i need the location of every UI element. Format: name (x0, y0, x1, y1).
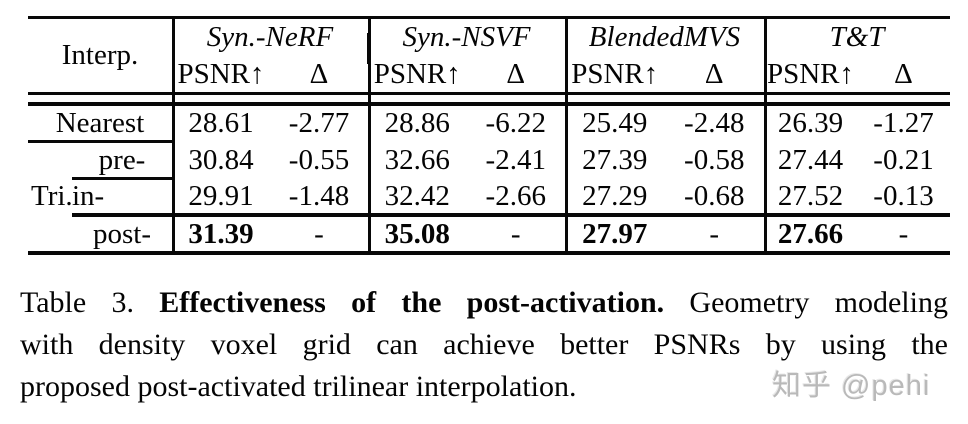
metric-psnr-label: PSNR↑ (571, 57, 659, 90)
header-row-metrics: PSNR↑ Δ PSNR↑ Δ PSNR↑ Δ PSNR↑ Δ (28, 56, 950, 92)
zhihu-watermark: 知乎 @pehi (772, 370, 931, 402)
header-double-rule-1 (28, 92, 950, 95)
caption-prefix: Table 3. (20, 286, 160, 319)
psnr-value: 28.86 (384, 106, 450, 139)
table-vrule-1 (172, 16, 175, 255)
psnr-value: 28.61 (188, 106, 254, 139)
caption-text: Geometry modeling (664, 286, 948, 319)
table-row-post: post- 31.39 - 35.08 - 27.97 - 27.66 - (28, 217, 950, 251)
metric-psnr-label: PSNR↑ (373, 57, 461, 90)
header-double-rule-2 (28, 102, 950, 106)
caption-line-3: proposed post-activated trilinear interp… (20, 370, 577, 403)
delta-value: -0.68 (684, 180, 745, 212)
delta-value: - (898, 217, 909, 250)
table-caption: Table 3. Effectiveness of the post-activ… (20, 282, 948, 408)
delta-value: -2.41 (485, 143, 546, 176)
delta-value: -1.27 (873, 106, 934, 139)
cline-under-pre (72, 177, 175, 180)
col-header-blendedmvs: BlendedMVS (588, 21, 741, 53)
header-row-datasets: Syn.-NeRF Syn.-NSVF BlendedMVS T&T (28, 19, 950, 56)
table-row-in: Tri. in- 29.91 -1.48 32.42 -2.66 27.29 -0… (28, 180, 950, 213)
psnr-value: 27.29 (582, 180, 648, 212)
table-vrule-3 (565, 16, 568, 255)
cline-above-post (72, 213, 950, 217)
caption-line-1: Table 3. Effectiveness of the post-activ… (20, 282, 948, 324)
cline-under-nearest (28, 140, 175, 143)
metric-delta-label: Δ (704, 57, 724, 90)
delta-value: -0.58 (684, 143, 745, 176)
delta-value: - (510, 217, 521, 250)
col-header-interp: Interp. (61, 39, 139, 71)
delta-value: -6.22 (485, 106, 546, 139)
psnr-value: 27.39 (582, 143, 648, 176)
psnr-value: 30.84 (188, 143, 254, 176)
row-group-tri: Tri. (31, 180, 73, 212)
table-vrule-4 (764, 16, 767, 255)
table-top-rule (28, 16, 950, 19)
table-row-nearest: Nearest 28.61 -2.77 28.86 -6.22 25.49 -2… (28, 106, 950, 140)
results-table: Interp. Syn.-NeRF Syn.-NSVF BlendedMVS T… (28, 16, 950, 255)
row-label-post: post- (93, 217, 151, 250)
col-header-syn-nerf: Syn.-NeRF (206, 21, 334, 53)
delta-value: - (709, 217, 720, 250)
table-row-pre: pre- 30.84 -0.55 32.66 -2.41 27.39 -0.58… (28, 143, 950, 177)
table-bottom-rule (28, 251, 950, 255)
metric-delta-label: Δ (894, 57, 913, 90)
delta-value: -1.48 (288, 180, 350, 212)
metric-delta-label: Δ (506, 57, 526, 90)
psnr-value: 27.44 (777, 143, 844, 176)
header-spacer (28, 19, 172, 56)
delta-value: -0.55 (288, 143, 350, 176)
psnr-value-best: 35.08 (384, 217, 450, 250)
caption-line-2: with density voxel grid can achieve bett… (20, 328, 948, 361)
metric-psnr-label: PSNR↑ (766, 57, 855, 90)
text-cursor-artifact (367, 33, 370, 64)
delta-value: - (314, 217, 324, 250)
delta-value: -0.21 (873, 143, 934, 176)
psnr-value: 25.49 (582, 106, 648, 139)
delta-value: -2.66 (485, 180, 546, 212)
psnr-value-best: 31.39 (188, 217, 254, 250)
delta-value: -0.13 (873, 180, 934, 212)
psnr-value-best: 27.97 (582, 217, 648, 250)
header-spacer (28, 56, 172, 92)
psnr-value-best: 27.66 (777, 217, 844, 250)
row-label-in: in- (72, 180, 105, 212)
delta-value: -2.48 (684, 106, 745, 139)
col-header-tnt: T&T (829, 21, 885, 53)
col-header-syn-nsvf: Syn.-NSVF (402, 21, 531, 53)
table-vrule-2 (368, 16, 371, 255)
row-label-nearest: Nearest (55, 106, 145, 139)
metric-delta-label: Δ (309, 57, 329, 90)
psnr-value: 27.52 (777, 180, 844, 212)
psnr-value: 26.39 (777, 106, 844, 139)
psnr-value: 29.91 (188, 180, 254, 212)
psnr-value: 32.42 (384, 180, 450, 212)
delta-value: -2.77 (288, 106, 350, 139)
metric-psnr-label: PSNR↑ (177, 57, 265, 90)
caption-title: Effectiveness of the post-activation. (159, 286, 665, 319)
row-label-pre: pre- (98, 143, 146, 176)
psnr-value: 32.66 (384, 143, 450, 176)
